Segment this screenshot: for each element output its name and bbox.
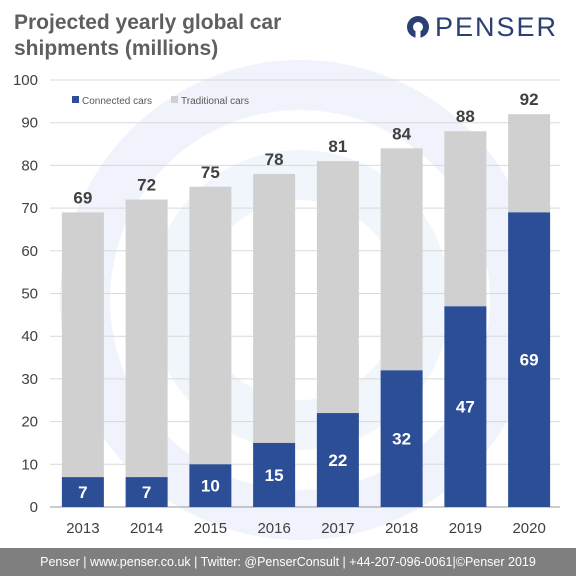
logo-wordmark: PENSER xyxy=(435,12,559,42)
bar-connected-2019 xyxy=(444,306,487,507)
data-label-total: 88 xyxy=(456,107,475,126)
x-tick-label: 2020 xyxy=(512,520,545,537)
y-tick-label: 70 xyxy=(21,200,38,217)
x-tick-label: 2017 xyxy=(321,520,354,537)
data-label-connected: 10 xyxy=(201,477,220,496)
bar-connected-2013 xyxy=(61,477,104,507)
bar-connected-2017 xyxy=(316,413,359,507)
x-tick-label: 2015 xyxy=(194,520,227,537)
bar-traditional-2016 xyxy=(253,173,296,443)
data-label-total: 81 xyxy=(328,137,347,156)
y-tick-label: 40 xyxy=(21,328,38,345)
y-tick-label: 100 xyxy=(13,72,38,89)
data-label-connected: 7 xyxy=(142,483,151,502)
data-label-connected: 32 xyxy=(392,430,411,449)
data-label-connected: 69 xyxy=(520,351,539,370)
data-label-total: 72 xyxy=(137,176,156,195)
bar-traditional-2015 xyxy=(189,186,232,465)
legend-swatch-connected xyxy=(72,96,79,103)
x-tick-label: 2019 xyxy=(449,520,482,537)
x-tick-label: 2014 xyxy=(130,520,163,537)
x-tick-label: 2018 xyxy=(385,520,418,537)
legend-swatch-traditional xyxy=(171,96,178,103)
data-label-total: 78 xyxy=(265,150,284,169)
y-tick-label: 60 xyxy=(21,243,38,260)
bar-connected-2015 xyxy=(189,464,232,507)
y-tick-label: 0 xyxy=(30,499,38,516)
y-tick-label: 20 xyxy=(21,414,38,431)
legend-label-connected: Connected cars xyxy=(82,96,152,107)
data-label-connected: 47 xyxy=(456,398,475,417)
bar-traditional-2017 xyxy=(316,161,359,414)
data-label-connected: 22 xyxy=(328,451,347,470)
bar-traditional-2018 xyxy=(380,148,423,371)
data-label-connected: 15 xyxy=(265,466,284,485)
legend-label-traditional: Traditional cars xyxy=(181,96,249,107)
chart-title: Projected yearly global car shipments (m… xyxy=(14,11,282,60)
bar-traditional-2019 xyxy=(444,131,487,307)
data-label-total: 92 xyxy=(520,90,539,109)
penser-logo-icon xyxy=(407,16,429,38)
x-tick-label: 2013 xyxy=(66,520,99,537)
bar-connected-2018 xyxy=(380,370,423,507)
y-tick-label: 50 xyxy=(21,286,38,303)
y-tick-label: 10 xyxy=(21,456,38,473)
y-tick-label: 30 xyxy=(21,371,38,388)
bar-connected-2016 xyxy=(253,442,296,507)
data-label-total: 84 xyxy=(392,124,411,143)
bar-traditional-2014 xyxy=(125,199,168,478)
bar-connected-2020 xyxy=(508,212,551,507)
footer-bar: Penser | www.penser.co.uk | Twitter: @Pe… xyxy=(0,548,576,576)
data-label-total: 69 xyxy=(73,188,92,207)
penser-logo: PENSER xyxy=(406,12,558,42)
footer-text: Penser | www.penser.co.uk | Twitter: @Pe… xyxy=(40,555,536,569)
y-tick-label: 80 xyxy=(21,157,38,174)
bar-connected-2014 xyxy=(125,477,168,507)
bar-traditional-2013 xyxy=(61,212,104,478)
bar-traditional-2020 xyxy=(508,114,551,213)
data-label-total: 75 xyxy=(201,163,220,182)
x-tick-label: 2016 xyxy=(257,520,290,537)
data-label-connected: 7 xyxy=(78,483,87,502)
y-tick-label: 90 xyxy=(21,115,38,132)
